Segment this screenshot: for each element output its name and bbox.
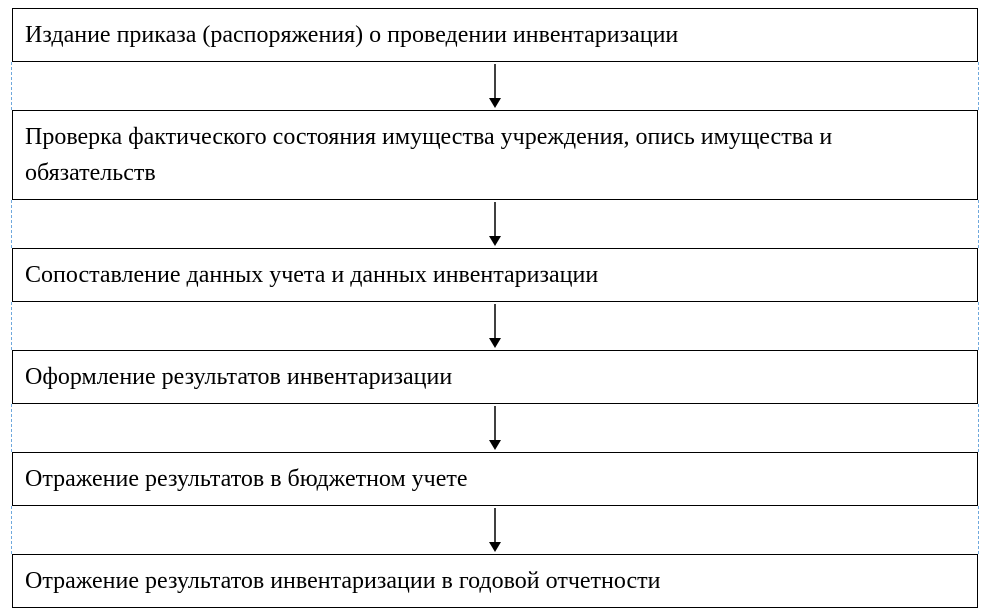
flow-spacer [12, 404, 978, 452]
flow-spacer [12, 62, 978, 110]
flow-arrow [485, 506, 505, 554]
flow-arrow [485, 62, 505, 110]
flow-step: Отражение результатов в бюджетном учете [12, 452, 978, 506]
flow-step: Проверка фактического состояния имуществ… [12, 110, 978, 200]
guide-line-left [11, 302, 12, 350]
flow-spacer [12, 506, 978, 554]
guide-line-right [978, 62, 979, 110]
flow-step: Сопоставление данных учета и данных инве… [12, 248, 978, 302]
guide-line-right [978, 506, 979, 554]
guide-line-left [11, 62, 12, 110]
flow-arrow [485, 302, 505, 350]
flowchart-container: Издание приказа (распоряжения) о проведе… [12, 8, 978, 608]
flow-arrow [485, 404, 505, 452]
guide-line-left [11, 200, 12, 248]
flow-step: Отражение результатов инвентаризации в г… [12, 554, 978, 608]
flow-spacer [12, 200, 978, 248]
guide-line-right [978, 404, 979, 452]
guide-line-right [978, 302, 979, 350]
flow-spacer [12, 302, 978, 350]
guide-line-right [978, 200, 979, 248]
flow-step: Оформление результатов инвентаризации [12, 350, 978, 404]
flow-arrow [485, 200, 505, 248]
guide-line-left [11, 404, 12, 452]
guide-line-left [11, 506, 12, 554]
flow-step: Издание приказа (распоряжения) о проведе… [12, 8, 978, 62]
